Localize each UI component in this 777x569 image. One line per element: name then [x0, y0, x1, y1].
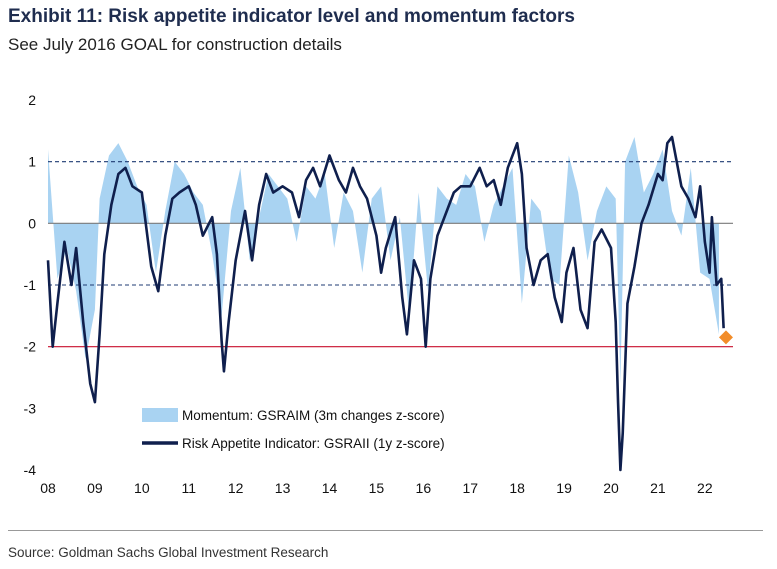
x-tick-label: 13 — [275, 480, 291, 496]
y-tick-label: -3 — [24, 400, 37, 416]
x-tick-label: 09 — [87, 480, 103, 496]
x-tick-label: 15 — [369, 480, 385, 496]
y-tick-label: 1 — [28, 154, 36, 170]
x-tick-label: 12 — [228, 480, 244, 496]
reference-lines — [48, 161, 733, 348]
x-tick-label: 21 — [650, 480, 666, 496]
gsraii-line — [46, 135, 725, 472]
x-tick-label: 20 — [603, 480, 619, 496]
x-tick-label: 22 — [697, 480, 713, 496]
chart-subtitle: See July 2016 GOAL for construction deta… — [8, 35, 342, 54]
momentum-area — [48, 137, 719, 384]
y-axis: 2 1 0 -1 -2 -3 -4 — [24, 92, 37, 478]
x-tick-label: 19 — [556, 480, 572, 496]
latest-marker-layer — [718, 330, 733, 345]
x-tick-label: 08 — [40, 480, 56, 496]
x-tick-label: 18 — [509, 480, 525, 496]
x-tick-label: 17 — [462, 480, 478, 496]
legend-momentum-label: Momentum: GSRAIM (3m changes z-score) — [182, 408, 445, 423]
y-tick-label: 0 — [28, 215, 36, 231]
momentum-area-layer — [48, 137, 719, 384]
legend-momentum-swatch — [142, 408, 178, 422]
x-tick-label: 10 — [134, 480, 150, 496]
y-tick-label: -2 — [24, 339, 37, 355]
y-tick-label: -4 — [24, 462, 37, 478]
x-tick-label: 11 — [181, 480, 196, 496]
gsraii-line-layer — [46, 135, 725, 472]
legend-gsraii-label: Risk Appetite Indicator: GSRAII (1y z-sc… — [182, 436, 445, 451]
y-tick-label: -1 — [24, 277, 37, 293]
risk-appetite-chart: 210-1-2-3-4 08 09 10 11 12 13 14 15 16 17 18 19 20 21… — [24, 92, 733, 496]
source-note: Source: Goldman Sachs Global Investment … — [8, 545, 329, 560]
chart-title: Exhibit 11: Risk appetite indicator leve… — [8, 6, 575, 27]
source-divider — [8, 530, 763, 531]
latest-value-marker — [718, 330, 733, 345]
legend: Momentum: GSRAIM (3m changes z-score) Ri… — [142, 408, 445, 451]
y-tick-label: 2 — [28, 92, 36, 108]
x-axis: 08 09 10 11 12 13 14 15 16 17 18 19 20 21 22 — [40, 480, 713, 496]
x-tick-label: 16 — [416, 480, 432, 496]
x-tick-label: 14 — [322, 480, 338, 496]
